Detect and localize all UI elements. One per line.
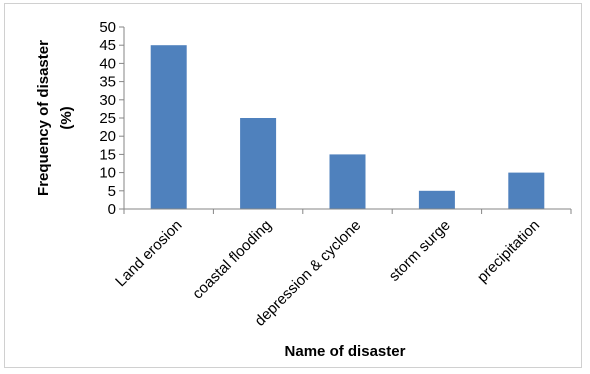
bar <box>240 118 277 209</box>
y-tick-label: 50 <box>99 19 116 36</box>
y-tick-label: 35 <box>99 74 116 91</box>
y-tick-label: 5 <box>108 183 116 200</box>
bar <box>508 172 545 209</box>
bar <box>418 190 455 209</box>
y-axis-title: Frequency of disaster (%) <box>35 40 75 196</box>
y-tick-label: 20 <box>99 128 116 145</box>
y-tick-label: 15 <box>99 146 116 163</box>
y-tick-label: 25 <box>99 110 116 127</box>
x-category-label: Land erosion <box>112 217 185 290</box>
x-axis-title: Name of disaster <box>285 343 406 360</box>
bar <box>329 154 366 209</box>
y-tick-label: 45 <box>99 37 116 54</box>
bar <box>150 45 187 210</box>
bars <box>150 45 545 210</box>
y-tick-label: 40 <box>99 55 116 72</box>
x-category-label: precipitation <box>474 217 543 286</box>
y-axis-title-line-2: (%) <box>58 106 75 129</box>
y-axis-title-line-1: Frequency of disaster <box>35 40 52 196</box>
y-tick-label: 0 <box>108 201 116 218</box>
y-tick-label: 10 <box>99 165 116 182</box>
y-tick-label: 30 <box>99 92 116 109</box>
x-category-label: storm surge <box>386 217 454 285</box>
x-category-label: coastal flooding <box>189 217 275 303</box>
chart-frame <box>4 3 582 368</box>
